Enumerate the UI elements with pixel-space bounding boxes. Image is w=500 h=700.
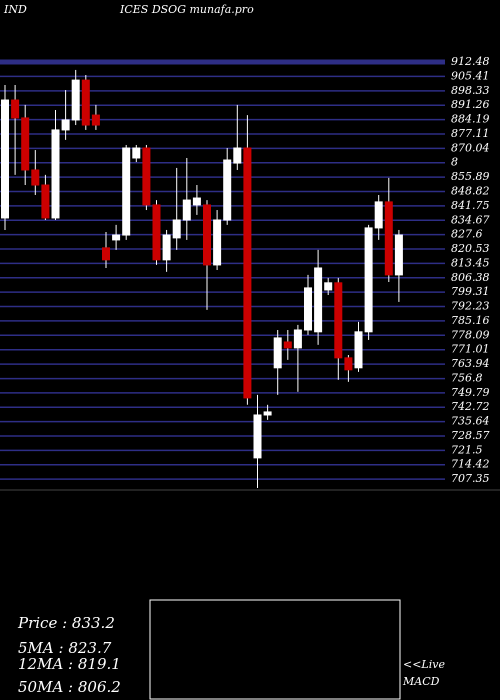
candle-body <box>263 411 272 416</box>
y-tick-label: 884.19 <box>451 113 490 126</box>
y-tick-label: 820.53 <box>451 242 490 255</box>
candle-body <box>203 204 211 266</box>
candle-body <box>91 114 100 126</box>
y-tick-label: 756.8 <box>451 372 483 385</box>
y-tick-label: 877.11 <box>451 127 490 140</box>
candle-body <box>223 159 232 221</box>
y-tick-label: 707.35 <box>451 472 490 485</box>
candle-body <box>213 219 222 266</box>
indicator-box <box>149 599 401 700</box>
y-tick-label: 778.09 <box>451 328 490 341</box>
y-tick-label: 848.82 <box>451 184 490 197</box>
candle-body <box>293 329 302 349</box>
y-tick-label: 827.6 <box>451 228 483 241</box>
y-tick-label: 891.26 <box>451 98 490 111</box>
y-tick-label: 714.42 <box>451 458 490 471</box>
y-tick-label: 8 <box>451 156 458 169</box>
chart-subtitle: ICES DSOG munafa.pro <box>119 3 254 16</box>
candle-body <box>81 79 90 126</box>
candle-body <box>71 79 80 121</box>
candle-body <box>394 234 403 276</box>
candle-body <box>152 204 161 261</box>
candle-body <box>324 282 333 291</box>
candle-body <box>384 201 393 276</box>
candle-body <box>122 147 131 236</box>
candle-body <box>334 282 343 359</box>
candle-body <box>243 147 252 399</box>
y-tick-label: 728.57 <box>451 429 490 442</box>
candle-body <box>344 357 353 371</box>
candle-body <box>354 331 363 369</box>
live-label: <<Live <box>403 658 445 671</box>
y-tick-label: 813.45 <box>451 256 490 269</box>
candle-body <box>304 287 312 331</box>
y-tick-label: 763.94 <box>451 357 490 370</box>
y-tick-label: 806.38 <box>451 271 490 284</box>
candle-body <box>61 119 70 131</box>
y-tick-label: 742.72 <box>451 400 490 413</box>
y-tick-label: 721.5 <box>451 443 483 456</box>
candle-body <box>182 199 191 221</box>
candle-body <box>11 99 20 119</box>
y-tick-label: 834.67 <box>451 213 490 226</box>
y-tick-label: 785.16 <box>451 314 490 327</box>
candle-body <box>374 201 383 229</box>
candle-body <box>172 219 181 239</box>
y-tick-label: 749.79 <box>451 386 490 399</box>
chart-title: IND <box>3 3 27 16</box>
y-tick-label: 870.04 <box>451 141 490 154</box>
stat: 50MA : 806.2 <box>18 678 121 696</box>
candle-body <box>253 414 262 459</box>
candle-body <box>102 247 110 261</box>
y-tick-label: 792.23 <box>451 300 490 313</box>
candle-body <box>273 337 282 369</box>
stat: Price : 833.2 <box>17 614 115 632</box>
stat: 5MA : 823.7 <box>18 639 112 657</box>
stat: 12MA : 819.1 <box>18 655 121 673</box>
candle-body <box>51 129 60 219</box>
y-tick-label: 841.75 <box>451 199 490 212</box>
candle-body <box>21 117 30 171</box>
y-tick-label: 905.41 <box>451 69 490 82</box>
indicator-label: MACD <box>402 675 440 688</box>
y-tick-label: 898.33 <box>451 84 490 97</box>
y-tick-label: 799.31 <box>451 285 490 298</box>
candle-body <box>1 99 9 219</box>
candle-body <box>31 169 40 186</box>
y-tick-label: 771.01 <box>451 343 490 356</box>
candle-body <box>41 184 50 219</box>
y-tick-label: 912.48 <box>451 55 490 68</box>
y-tick-label: 855.89 <box>451 170 490 183</box>
candle-body <box>364 227 373 333</box>
candle-body <box>112 234 121 241</box>
candle-body <box>283 341 292 349</box>
candle-body <box>142 147 151 206</box>
candle-body <box>162 234 171 261</box>
candle-body <box>314 267 323 333</box>
candle-body <box>132 147 141 159</box>
candle-body <box>192 197 201 206</box>
candle-body <box>233 147 242 164</box>
y-tick-label: 735.64 <box>451 415 490 428</box>
